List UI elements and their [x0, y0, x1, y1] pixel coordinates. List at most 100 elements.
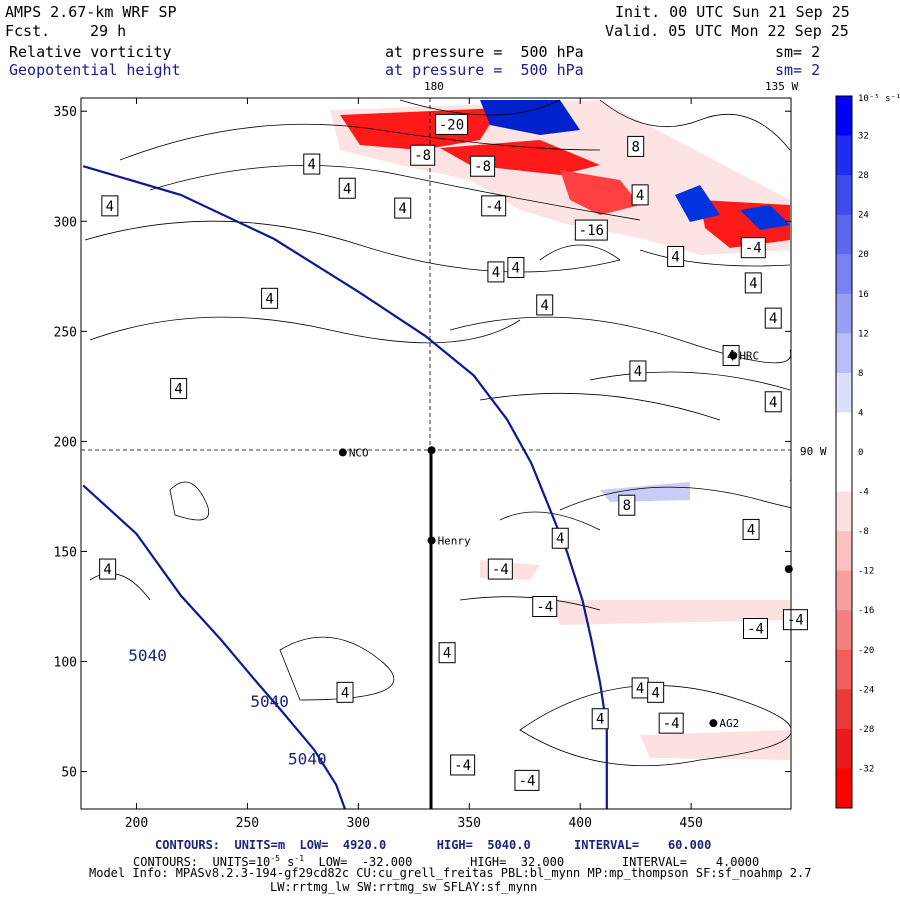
height-labels: 5040 5040 5040 [128, 646, 326, 768]
colorbar-level: -4 [858, 488, 869, 498]
vorticity-label-box [438, 642, 456, 664]
vorticity-label-box [782, 609, 808, 631]
colorbar-level: 28 [858, 171, 869, 181]
init-time: Init. 00 UTC Sun 21 Sep 25 [615, 3, 850, 21]
y-tick-label: 50 [61, 766, 77, 781]
vorticity-contour [119, 123, 601, 161]
vorticity-label-box [303, 153, 321, 175]
vorticity-label-text: -8 [414, 148, 431, 164]
footer-model-info-2: LW:rrtmg_lw SW:rrtmg_sw SFLAY:sf_mynn [270, 880, 538, 894]
vorticity-label-text: -4 [663, 716, 680, 732]
vorticity-label-box [618, 494, 636, 516]
vorticity-shading [640, 730, 790, 760]
vorticity-label: 4 [99, 558, 117, 580]
vorticity-label-box [435, 113, 469, 135]
vorticity-label: 4 [261, 287, 279, 309]
pressure-level-2: at pressure = 500 hPa [385, 61, 584, 79]
model-title: AMPS 2.67-km WRF SP [5, 3, 177, 21]
vorticity-label-box [99, 558, 117, 580]
vorticity-label: -4 [743, 617, 768, 639]
vorticity-label: 4 [507, 256, 525, 278]
map-frame [80, 97, 792, 810]
vorticity-label-box [743, 617, 768, 639]
colorbar-swatch [836, 254, 852, 295]
station-name: HRC [739, 350, 759, 363]
colorbar-level: -24 [858, 685, 874, 695]
vorticity-label-text: 4 [174, 382, 182, 398]
colorbar-level: 16 [858, 290, 869, 300]
vorticity-label-text: 4 [747, 522, 755, 538]
colorbar-level: -32 [858, 764, 874, 774]
vorticity-label: 4 [303, 153, 321, 175]
vorticity-label-box [764, 391, 782, 413]
vorticity-label: 8 [627, 135, 645, 157]
x-tick-label: 450 [679, 816, 702, 831]
vorticity-label-box [470, 155, 496, 177]
colorbar-swatch [836, 96, 852, 137]
vorticity-label-box [481, 195, 507, 217]
vorticity-label: 4 [629, 360, 647, 382]
colorbar-level: -16 [858, 606, 874, 616]
vorticity-label: -4 [514, 769, 540, 791]
height-label: 5040 [250, 692, 289, 711]
colorbar-swatch [836, 412, 852, 453]
vorticity-label-text: 4 [265, 291, 273, 307]
vorticity-label-text: 4 [106, 199, 114, 215]
vorticity-contour [639, 249, 791, 267]
x-tick-label: 350 [458, 816, 481, 831]
colorbar-swatch [836, 135, 852, 176]
vorticity-shading [740, 205, 790, 230]
vorticity-label-box [338, 177, 356, 199]
height-contours [82, 165, 608, 809]
y-tick-label: 300 [54, 215, 77, 230]
footer-height-contours: CONTOURS: UNITS=m LOW= 4920.0 HIGH= 5040… [155, 838, 712, 852]
vorticity-label-box [551, 527, 569, 549]
colorbar-swatch [836, 452, 852, 493]
station-marker: Henry [427, 534, 471, 547]
vorticity-label-text: -4 [536, 599, 553, 615]
vorticity-label-text: 4 [343, 181, 351, 197]
station-marker: AG2 [709, 717, 739, 730]
vorticity-label-text: 4 [749, 276, 757, 292]
vorticity-label-text: 8 [623, 498, 631, 514]
station-marker [427, 446, 436, 455]
vorticity-labels: -20-8-884-4-1644444-44444444444844-44-4-… [99, 113, 808, 791]
vorticity-contour [149, 164, 641, 221]
vorticity-label-box [742, 518, 760, 540]
vorticity-label-box [487, 558, 513, 580]
vorticity-contour [519, 685, 791, 767]
colorbar-swatch [836, 728, 852, 769]
vorticity-contour [449, 316, 791, 364]
y-tick-label: 100 [54, 656, 77, 671]
colorbar-level: 12 [858, 329, 869, 339]
footer-v-mid: s [279, 855, 295, 869]
vorticity-label: -8 [410, 144, 436, 166]
colorbar-level: -28 [858, 725, 874, 735]
vorticity-label: -4 [658, 712, 684, 734]
vorticity-label-text: 4 [769, 395, 777, 411]
vorticity-label: 4 [647, 681, 665, 703]
vorticity-label-text: 4 [443, 646, 451, 662]
forecast-label: Fcst. [5, 22, 51, 40]
colorbar-swatch [836, 491, 852, 532]
vorticity-label: 4 [744, 272, 762, 294]
vorticity-label-box [336, 681, 354, 703]
vorticity-label-text: 4 [671, 249, 679, 265]
colorbar-level: 0 [858, 448, 863, 458]
vorticity-contour [399, 99, 561, 116]
smoothing-1: sm= 2 [775, 43, 821, 61]
x-tick-label: 200 [125, 816, 148, 831]
vorticity-label-box [261, 287, 279, 309]
vorticity-shading [675, 185, 720, 222]
vorticity-label-text: 4 [636, 188, 644, 204]
colorbar-swatch [836, 531, 852, 572]
vorticity-field [84, 99, 791, 767]
vorticity-label-text: 4 [541, 298, 549, 314]
footer-v-post: LOW= -32.000 HIGH= 32.000 INTERVAL= 4.00… [304, 855, 760, 869]
field-height-title: Geopotential height [9, 61, 181, 79]
colorbar-level: 24 [858, 211, 869, 221]
vorticity-label-text: -16 [579, 223, 604, 239]
x-tick-label: 250 [236, 816, 259, 831]
vorticity-label-box [647, 681, 665, 703]
colorbar-swatch [836, 293, 852, 334]
